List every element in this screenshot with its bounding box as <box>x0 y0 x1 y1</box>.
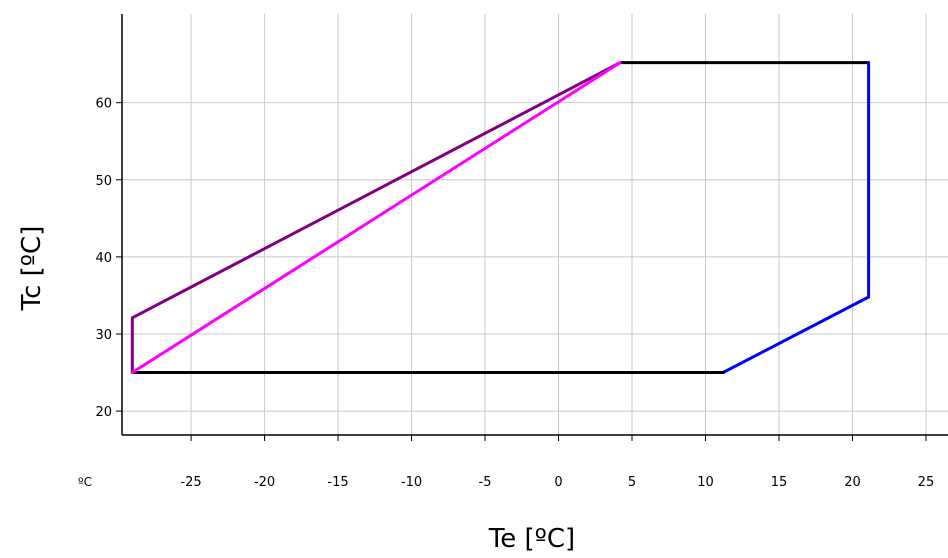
y-tick-label: 30 <box>95 328 112 343</box>
x-tick-label: 0 <box>554 475 562 490</box>
series-line-2 <box>721 61 871 374</box>
y-tick-labels: 20 30 40 50 60 <box>95 97 122 420</box>
y-tick-label: 40 <box>95 251 112 266</box>
series-lines <box>130 61 871 374</box>
series-line-4 <box>130 61 622 374</box>
x-tick-labels: -25 -20 -15 -10 -5 0 5 10 15 20 25 <box>180 435 934 490</box>
y-tick-label: 60 <box>95 97 112 112</box>
grid-lines <box>122 14 948 435</box>
x-tick-label: -25 <box>180 475 201 490</box>
x-tick-label: -10 <box>401 475 422 490</box>
x-tick-label: -5 <box>479 475 492 490</box>
x-axis-title: Te [ºC] <box>488 524 575 554</box>
x-tick-label: -20 <box>254 475 275 490</box>
series-line-5 <box>130 61 622 374</box>
y-tick-label: 50 <box>95 174 112 189</box>
y-axis-title: Tc [ºC] <box>17 226 47 312</box>
axes <box>121 14 948 436</box>
x-tick-label: -15 <box>327 475 348 490</box>
y-tick-label: 20 <box>95 405 112 420</box>
x-tick-label: 20 <box>844 475 861 490</box>
x-tick-label: 15 <box>771 475 788 490</box>
x-tick-label: 25 <box>918 475 935 490</box>
x-tick-label: 10 <box>697 475 714 490</box>
x-unit-label: ºC <box>78 475 92 489</box>
x-tick-label: 5 <box>628 475 636 490</box>
